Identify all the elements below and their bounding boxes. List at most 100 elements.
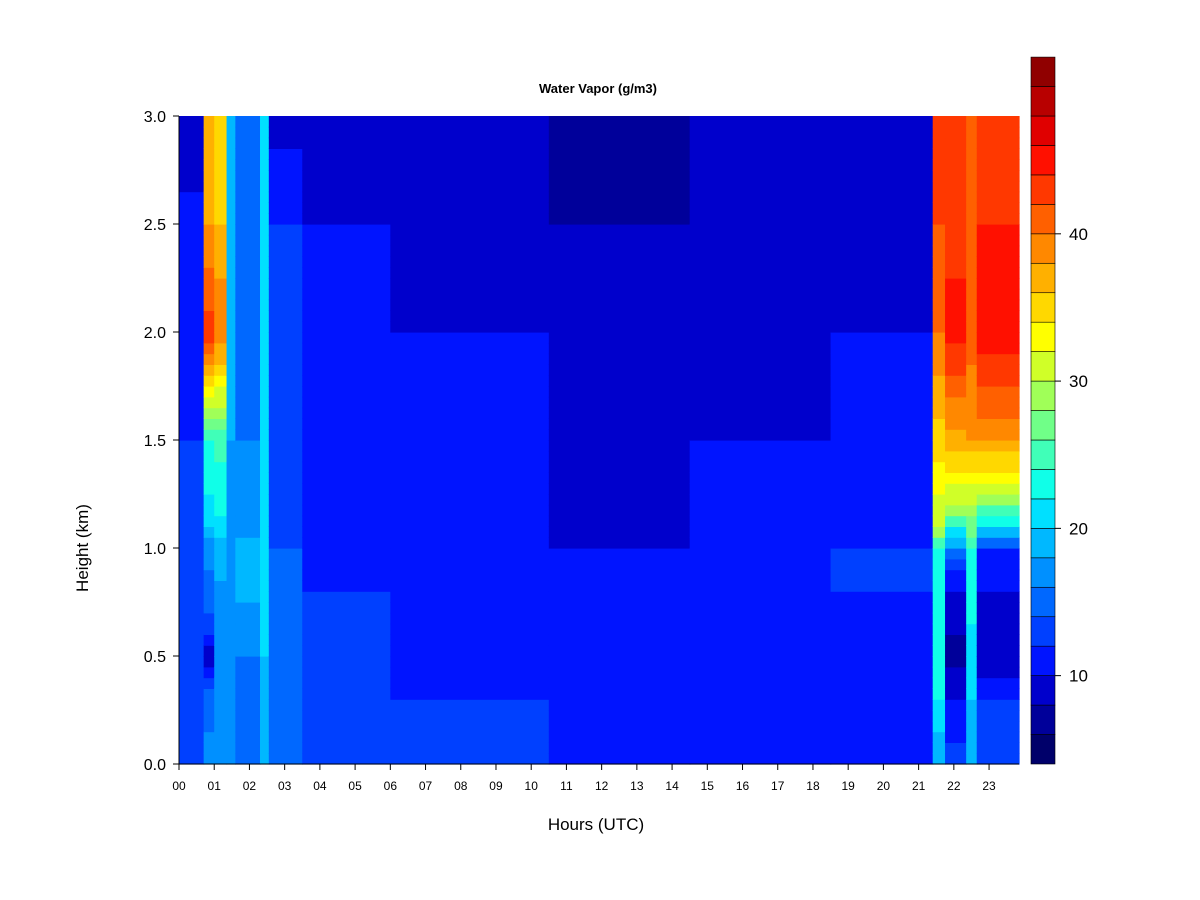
heatmap-cell <box>203 234 215 247</box>
heatmap-cell <box>689 213 832 225</box>
colorbar-swatch <box>1030 262 1056 294</box>
heatmap-cell <box>945 332 967 344</box>
heatmap-cell <box>976 440 1020 452</box>
heatmap-cell <box>214 407 228 419</box>
heatmap-cell <box>179 148 205 160</box>
heatmap-cell <box>260 116 270 128</box>
heatmap-cell <box>830 137 934 149</box>
heatmap-cell <box>214 656 228 668</box>
heatmap-cell <box>235 634 261 646</box>
heatmap-cell <box>830 288 934 301</box>
heatmap-cell <box>945 407 967 419</box>
heatmap-cell <box>976 310 1020 322</box>
heatmap-cell <box>226 602 236 614</box>
colorbar-tick-label: 30 <box>1069 372 1088 391</box>
heatmap-cell <box>203 321 215 333</box>
heatmap-cell <box>932 126 946 139</box>
heatmap-cell <box>268 353 303 365</box>
heatmap-cell <box>966 753 978 765</box>
heatmap-cell <box>976 213 1020 225</box>
heatmap-cell <box>932 429 946 441</box>
heatmap-cell <box>203 375 215 387</box>
heatmap-cell <box>976 342 1020 355</box>
x-tick-label: 12 <box>595 779 609 793</box>
heatmap-cell <box>235 656 261 668</box>
heatmap-cell <box>302 548 391 560</box>
heatmap-cell <box>932 558 946 571</box>
heatmap-cell <box>226 429 236 441</box>
heatmap-band <box>390 116 550 765</box>
heatmap-cell <box>390 440 550 452</box>
heatmap-cell <box>830 634 934 646</box>
heatmap-cell <box>390 645 550 657</box>
heatmap-cell <box>214 224 228 236</box>
heatmap-cell <box>260 202 270 214</box>
heatmap-cell <box>390 278 550 290</box>
heatmap-cell <box>214 569 228 581</box>
x-tick-label: 18 <box>806 779 820 793</box>
heatmap-cell <box>226 245 236 257</box>
heatmap-cell <box>268 699 303 711</box>
heatmap-cell <box>214 526 228 538</box>
heatmap-cell <box>932 278 946 290</box>
heatmap-cell <box>268 332 303 344</box>
heatmap-cell <box>268 666 303 679</box>
heatmap-cell <box>976 126 1020 139</box>
heatmap-cell <box>235 526 261 538</box>
heatmap-cell <box>302 407 391 419</box>
heatmap-cell <box>226 299 236 311</box>
heatmap-cell <box>260 580 270 592</box>
heatmap-cell <box>689 267 832 279</box>
heatmap-cell <box>179 224 205 236</box>
heatmap-cell <box>214 116 228 128</box>
heatmap-cell <box>689 418 832 430</box>
heatmap-cell <box>966 375 978 387</box>
heatmap-cell <box>235 126 261 139</box>
heatmap-cell <box>830 267 934 279</box>
heatmap-cell <box>179 116 205 128</box>
heatmap-cell <box>226 537 236 549</box>
x-tick-label: 21 <box>912 779 926 793</box>
heatmap-cell <box>976 267 1020 279</box>
x-tick-label: 14 <box>665 779 679 793</box>
heatmap-cell <box>179 580 205 592</box>
heatmap-cell <box>945 634 967 646</box>
x-tick-label: 01 <box>208 779 222 793</box>
axes: 0.0 0.5 1.0 1.5 2.0 2.5 3.0 00 01 02 03 04 05 06 07 08 0… <box>144 109 1019 793</box>
heatmap-cell <box>830 386 934 398</box>
heatmap-cell <box>945 116 967 128</box>
heatmap-cell <box>830 429 934 441</box>
heatmap-cell <box>203 623 215 635</box>
heatmap-cell <box>548 170 691 182</box>
heatmap-cell <box>203 612 215 625</box>
heatmap-cell <box>390 364 550 376</box>
heatmap-cell <box>214 278 228 290</box>
colorbar-tick-label: 40 <box>1069 225 1088 244</box>
heatmap-cell <box>390 612 550 625</box>
heatmap-cell <box>689 234 832 247</box>
heatmap-cell <box>235 494 261 506</box>
heatmap-cell <box>260 180 270 193</box>
heatmap-cell <box>235 321 261 333</box>
heatmap-cell <box>260 191 270 203</box>
heatmap-cell <box>932 537 946 549</box>
heatmap-cell <box>260 472 270 484</box>
heatmap-cell <box>260 396 270 409</box>
heatmap-cell <box>226 202 236 214</box>
heatmap-cell <box>689 353 832 365</box>
heatmap-cell <box>830 515 934 527</box>
heatmap-cell <box>268 623 303 635</box>
heatmap-cell <box>302 591 391 603</box>
heatmap-cell <box>390 548 550 560</box>
heatmap-cell <box>548 612 691 625</box>
heatmap-cell <box>966 634 978 646</box>
heatmap-cell <box>830 396 934 409</box>
heatmap-cell <box>548 148 691 160</box>
heatmap-cell <box>830 580 934 592</box>
heatmap-cell <box>966 159 978 171</box>
heatmap-cell <box>268 569 303 581</box>
heatmap-cell <box>390 472 550 484</box>
heatmap-cell <box>932 267 946 279</box>
heatmap-cell <box>235 429 261 441</box>
x-tick-label: 13 <box>630 779 644 793</box>
